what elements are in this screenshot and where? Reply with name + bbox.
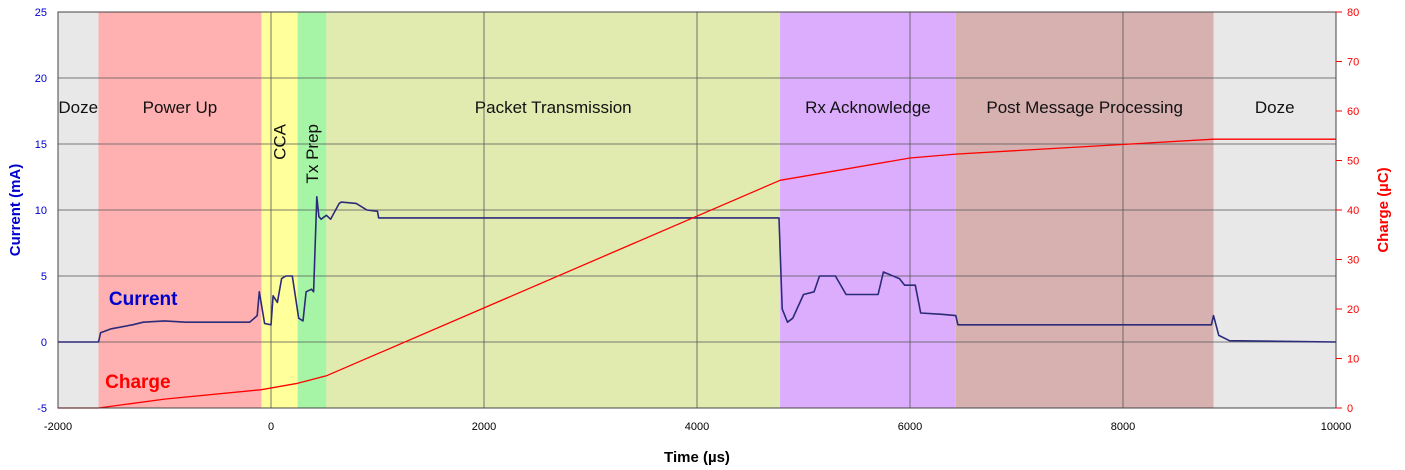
y2-tick-label-4: 40 xyxy=(1347,205,1359,217)
phase-label-0: Doze xyxy=(58,98,98,117)
y2-tick-label-5: 50 xyxy=(1347,156,1359,168)
y2-tick-label-3: 30 xyxy=(1347,255,1359,267)
y2-tick-label-6: 60 xyxy=(1347,106,1359,118)
phase-label-7: Doze xyxy=(1255,98,1295,117)
phase-labels: Doze Power Up CCA Tx Prep Packet Transmissio… xyxy=(58,98,1294,184)
x-tick-label-0: -2000 xyxy=(44,421,72,433)
x-tick-label-3: 4000 xyxy=(685,421,709,433)
phase-label-5: Rx Acknowledge xyxy=(805,98,931,117)
series-label-current: Current xyxy=(109,289,178,310)
y2-tick-label-1: 10 xyxy=(1347,354,1359,366)
y-tick-label-0: -5 xyxy=(37,403,47,415)
x-tick-label-1: 0 xyxy=(268,421,274,433)
x-axis-title: Time (µs) xyxy=(664,449,730,466)
phase-label-2: CCA xyxy=(271,123,290,160)
x-tick-label-2: 2000 xyxy=(472,421,496,433)
series-charge-line xyxy=(58,138,1336,409)
x-tick-label-6: 10000 xyxy=(1321,421,1352,433)
y-tick-label-5: 20 xyxy=(35,73,47,85)
series-current-line xyxy=(58,196,1337,343)
y2-tick-label-0: 0 xyxy=(1347,403,1353,415)
y-tick-label-4: 15 xyxy=(35,139,47,151)
phase-label-4: Packet Transmission xyxy=(475,98,632,117)
y2-axis-title: Charge (µC) xyxy=(1375,167,1392,252)
y-tick-label-6: 25 xyxy=(35,7,47,19)
series-labels: Current Charge xyxy=(105,289,178,393)
y-axis-title: Current (mA) xyxy=(7,164,24,257)
y-tick-label-2: 5 xyxy=(41,271,47,283)
x-tick-label-4: 6000 xyxy=(898,421,922,433)
phase-label-1: Power Up xyxy=(143,98,218,117)
y-tick-label-1: 0 xyxy=(41,337,47,349)
phase-label-6: Post Message Processing xyxy=(986,98,1183,117)
series-lines xyxy=(58,138,1337,409)
phase-label-3: Tx Prep xyxy=(303,124,322,184)
y-tick-label-3: 10 xyxy=(35,205,47,217)
x-tick-label-5: 8000 xyxy=(1111,421,1135,433)
series-label-charge: Charge xyxy=(105,372,170,393)
tick-labels: -2000 0 2000 4000 6000 8000 10000 -5 0 5 10 15 20 25 0… xyxy=(35,7,1360,433)
y2-tick-label-7: 70 xyxy=(1347,57,1359,69)
y2-tick-label-8: 80 xyxy=(1347,7,1359,19)
y2-tick-label-2: 20 xyxy=(1347,304,1359,316)
